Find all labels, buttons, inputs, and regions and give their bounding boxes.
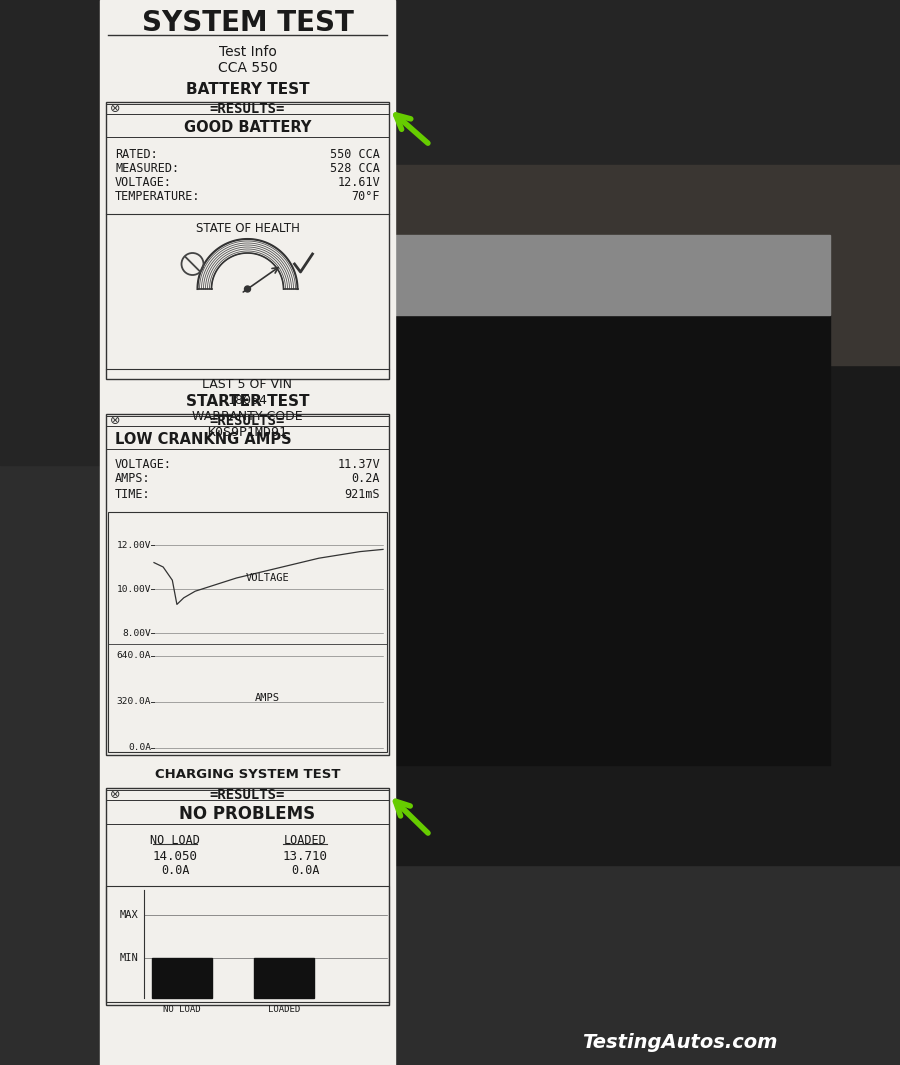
Text: CHARGING SYSTEM TEST: CHARGING SYSTEM TEST <box>155 769 340 782</box>
Text: CCA 550: CCA 550 <box>218 61 277 75</box>
Text: VOLTAGE: VOLTAGE <box>246 573 290 583</box>
Text: LOADED: LOADED <box>268 1005 300 1015</box>
Bar <box>680 305 800 365</box>
Text: BATTERY TEST: BATTERY TEST <box>185 82 310 98</box>
Bar <box>106 414 389 755</box>
Bar <box>680 325 800 445</box>
Bar <box>380 235 830 315</box>
Text: =RESULTS=: =RESULTS= <box>210 788 285 802</box>
Text: AMPS: AMPS <box>255 693 280 703</box>
Text: LAST 5 OF VIN: LAST 5 OF VIN <box>202 378 292 392</box>
Bar <box>380 165 900 365</box>
Bar <box>254 957 314 998</box>
Text: SYSTEM TEST: SYSTEM TEST <box>141 9 354 37</box>
Text: STATE OF HEALTH: STATE OF HEALTH <box>195 222 300 234</box>
Text: GOOD BATTERY: GOOD BATTERY <box>184 120 311 135</box>
Text: 320.0A: 320.0A <box>116 698 151 706</box>
Text: STARTER TEST: STARTER TEST <box>185 393 310 409</box>
Text: 11.37V: 11.37V <box>338 458 380 471</box>
Text: K0S9P1MD91: K0S9P1MD91 <box>208 426 287 440</box>
Text: 8.00V: 8.00V <box>122 628 151 638</box>
Bar <box>106 886 389 1002</box>
Text: TestingAutos.com: TestingAutos.com <box>582 1033 778 1052</box>
Text: 13.710: 13.710 <box>283 850 328 863</box>
Text: 528 CCA: 528 CCA <box>330 162 380 175</box>
Bar <box>152 957 212 998</box>
Text: VOLTAGE:: VOLTAGE: <box>115 458 172 471</box>
Text: 12.61V: 12.61V <box>338 176 380 189</box>
Text: =RESULTS=: =RESULTS= <box>210 414 285 428</box>
Bar <box>380 315 830 765</box>
Text: 70°F: 70°F <box>352 190 380 202</box>
Text: 14.050: 14.050 <box>152 850 197 863</box>
Circle shape <box>245 286 250 292</box>
Text: 0.0A: 0.0A <box>128 743 151 752</box>
Text: 12.00V: 12.00V <box>116 541 151 550</box>
Text: TIME:: TIME: <box>115 488 150 501</box>
Bar <box>380 365 900 865</box>
Text: TEMPERATURE:: TEMPERATURE: <box>115 190 201 202</box>
Text: WARRANTY CODE: WARRANTY CODE <box>193 410 302 424</box>
Text: NO PROBLEMS: NO PROBLEMS <box>179 805 316 823</box>
Text: ⊗: ⊗ <box>110 413 121 426</box>
Text: LOW CRANKNG AMPS: LOW CRANKNG AMPS <box>115 432 292 447</box>
Text: 640.0A: 640.0A <box>116 651 151 660</box>
Text: VOLTAGE:: VOLTAGE: <box>115 176 172 189</box>
Text: 10.00V: 10.00V <box>116 585 151 593</box>
Text: ⊗: ⊗ <box>110 101 121 115</box>
Text: Test Info: Test Info <box>219 45 276 59</box>
Text: AMPS:: AMPS: <box>115 473 150 486</box>
Text: 921mS: 921mS <box>345 488 380 501</box>
Text: 0.0A: 0.0A <box>161 865 189 878</box>
Text: =RESULTS=: =RESULTS= <box>210 102 285 116</box>
Text: MAX: MAX <box>120 910 139 920</box>
Text: 18054: 18054 <box>228 394 267 408</box>
Bar <box>0 0 900 465</box>
Text: 550 CCA: 550 CCA <box>330 147 380 161</box>
Text: NO LOAD: NO LOAD <box>163 1005 201 1015</box>
Text: LOADED: LOADED <box>284 834 327 847</box>
Text: NO LOAD: NO LOAD <box>150 834 200 847</box>
Text: ⊗: ⊗ <box>110 787 121 801</box>
Bar <box>108 512 387 752</box>
Bar <box>106 788 389 1005</box>
Text: MIN: MIN <box>120 953 139 963</box>
Text: RATED:: RATED: <box>115 147 158 161</box>
Bar <box>100 0 395 1065</box>
Bar <box>106 102 389 379</box>
Text: MEASURED:: MEASURED: <box>115 162 179 175</box>
Text: 0.2A: 0.2A <box>352 473 380 486</box>
Text: 0.0A: 0.0A <box>291 865 319 878</box>
